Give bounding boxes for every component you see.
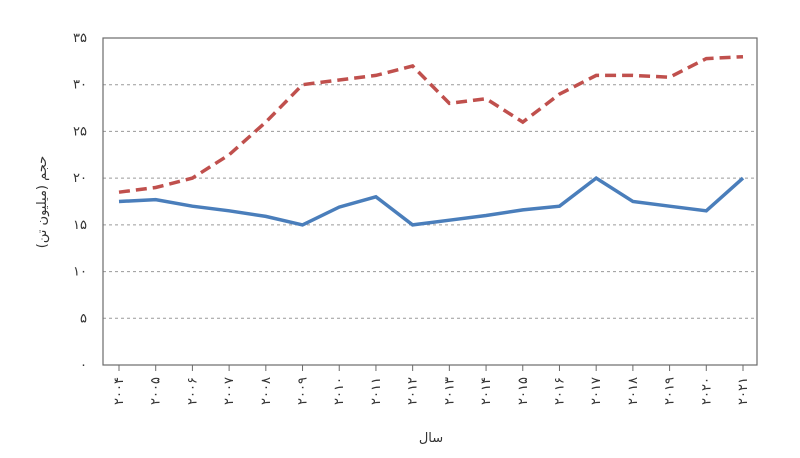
grid-lines (103, 84, 757, 319)
series-line-1 (118, 54, 744, 194)
x-tick-label: ۲۰۱۴ (479, 377, 494, 405)
x-tick-label: ۲۰۰۶ (185, 377, 200, 405)
series-1-point (265, 122, 266, 123)
x-axis-ticks: ۲۰۰۴ ۲۰۰۵ ۲۰۰۶ ۲۰۰۷ ۲۰۰۸ ۲۰۰۹ ۲۰۱۰ ۲۰۱۱ ۲۰۱۲ ۲۰۱۳… (112, 365, 751, 405)
y-tick-label: ۳۵ (73, 31, 87, 46)
series-2-point (632, 201, 633, 202)
series-1-point (412, 66, 413, 67)
series-2-point (155, 199, 156, 200)
x-tick-label: ۲۰۱۳ (442, 377, 457, 405)
x-tick-label: ۲۰۲۰ (699, 377, 714, 405)
y-tick-label: ۱۰ (73, 265, 87, 280)
series-1-point (559, 94, 560, 95)
x-axis-title: سال (419, 431, 443, 446)
x-tick-label: ۲۰۱۹ (663, 377, 678, 405)
y-tick-label: ۰ (80, 358, 87, 373)
series-1-point (155, 187, 156, 188)
series-1-point (375, 75, 376, 76)
y-tick-label: ۵ (80, 311, 87, 326)
x-tick-label: ۲۰۱۸ (626, 377, 641, 405)
series-1-point (339, 80, 340, 81)
series-2-point (192, 206, 193, 207)
x-tick-label: ۲۰۰۷ (222, 377, 237, 405)
x-tick-label: ۲۰۰۵ (149, 377, 164, 405)
series-2-point (522, 209, 523, 210)
series-2-point (229, 210, 230, 211)
series-lines (118, 54, 745, 227)
y-axis-ticks: ۰ ۵ ۱۰ ۱۵ ۲۰ ۲۵ ۳۰ ۳۵ (73, 31, 87, 373)
y-axis-title: حجم (میلیون تن) (35, 156, 50, 248)
series-line-2 (118, 175, 745, 227)
x-tick-label: ۲۰۰۴ (112, 377, 127, 405)
series-2-point (265, 216, 266, 217)
series-2-point (596, 178, 597, 179)
series-2-point (743, 178, 744, 179)
x-tick-label: ۲۰۱۱ (369, 377, 384, 405)
y-tick-label: ۲۰ (73, 171, 87, 186)
x-tick-label: ۲۰۰۸ (259, 377, 274, 405)
x-tick-label: ۲۰۱۲ (406, 377, 421, 405)
series-2-point (412, 224, 413, 225)
x-tick-label: ۲۰۰۹ (296, 377, 311, 405)
series-1-point (302, 84, 303, 85)
x-tick-label: ۲۰۱۷ (589, 377, 604, 405)
x-tick-label: ۲۰۲۱ (736, 377, 751, 405)
series-2-point (669, 206, 670, 207)
series-2-point (375, 196, 376, 197)
series-1-point (486, 98, 487, 99)
series-1-point (119, 192, 120, 193)
x-tick-label: ۲۰۱۰ (332, 377, 347, 405)
series-2-point (119, 201, 120, 202)
series-2-point (486, 215, 487, 216)
series-1-point (596, 75, 597, 76)
series-1-point (632, 75, 633, 76)
x-tick-label: ۲۰۱۶ (552, 377, 567, 405)
y-tick-label: ۱۵ (73, 218, 87, 233)
y-tick-label: ۲۵ (73, 124, 87, 139)
series-1-point (229, 154, 230, 155)
series-2-point (559, 206, 560, 207)
series-2-point (339, 207, 340, 208)
series-1-point (669, 77, 670, 78)
series-2-point (706, 210, 707, 211)
series-1-point (449, 103, 450, 104)
series-2-point (449, 220, 450, 221)
series-1-point (192, 178, 193, 179)
y-tick-label: ۳۰ (73, 78, 87, 93)
plot-frame (102, 37, 758, 366)
x-tick-label: ۲۰۱۵ (516, 377, 531, 405)
series-1-point (706, 58, 707, 59)
series-1-point (743, 56, 744, 57)
series-1-point (522, 122, 523, 123)
series-2-point (302, 224, 303, 225)
